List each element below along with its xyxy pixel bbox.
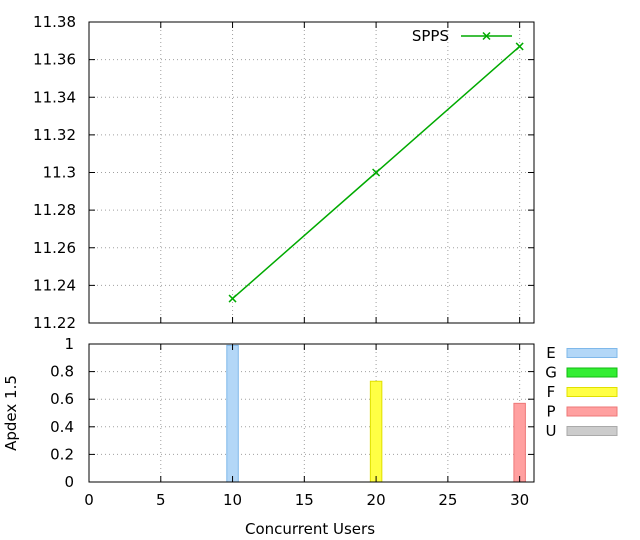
x-tick-label: 20 <box>367 491 386 509</box>
bottom-panel-bars <box>226 344 526 483</box>
legend-marker-spps <box>482 31 491 41</box>
apdex-bar-f <box>369 380 383 483</box>
top-panel-series <box>228 42 524 303</box>
top-y-tick-label: 11.26 <box>33 239 76 257</box>
apdex-bar-e <box>226 344 239 483</box>
bottom-panel-frame <box>88 343 535 483</box>
bottom-y-tick-label: 0.2 <box>50 445 74 463</box>
bottom-panel-x-ticks: 0 5 10 15 20 25 30 <box>84 344 529 509</box>
bottom-y-tick-label: 0.8 <box>50 363 74 381</box>
x-tick-label: 15 <box>295 491 314 509</box>
legend-swatch-f <box>566 387 618 397</box>
legend-label-spps: SPPS <box>412 27 449 45</box>
data-point-spps <box>372 168 381 177</box>
top-y-tick-label: 11.34 <box>33 88 76 106</box>
x-tick-label: 10 <box>223 491 242 509</box>
bottom-y-tick-label: 0 <box>64 473 74 491</box>
legend-label-e: E <box>546 344 555 362</box>
data-point-spps <box>515 42 524 51</box>
top-panel-grid <box>88 22 534 323</box>
legend-swatch-e <box>566 348 618 358</box>
bottom-panel-grid <box>89 344 534 482</box>
bottom-panel-y-ticks: 0 0.2 0.4 0.6 0.8 1 <box>50 335 534 491</box>
x-axis-label: Concurrent Users <box>245 520 375 538</box>
top-y-tick-label: 11.38 <box>33 13 76 31</box>
bottom-y-tick-label: 0.4 <box>50 418 74 436</box>
bottom-y-tick-label: 1 <box>64 335 74 353</box>
top-panel-y-ticks: 11.22 11.24 11.26 11.28 11.3 11.32 11.34 11.36 1… <box>33 13 534 332</box>
top-y-tick-label: 11.3 <box>43 164 76 182</box>
legend-label-g: G <box>545 364 557 382</box>
top-y-tick-label: 11.32 <box>33 126 76 144</box>
top-y-tick-label: 11.24 <box>33 276 76 294</box>
y-axis-label: Apdex 1.5 <box>2 375 20 451</box>
legend-swatch-u <box>566 426 618 436</box>
top-panel-frame <box>88 21 535 324</box>
legend-label-f: F <box>547 383 556 401</box>
legend-label-p: P <box>546 403 555 421</box>
x-tick-label: 5 <box>156 491 166 509</box>
legend-swatch-g <box>566 367 618 378</box>
x-tick-label: 0 <box>84 491 94 509</box>
top-y-tick-label: 11.36 <box>33 51 76 69</box>
apdex-bar-p <box>513 402 526 483</box>
top-y-tick-label: 11.22 <box>33 314 76 332</box>
top-panel-legend: SPPS <box>412 27 512 45</box>
top-y-tick-label: 11.28 <box>33 201 76 219</box>
x-tick-label: 30 <box>510 491 529 509</box>
bottom-y-tick-label: 0.6 <box>50 390 74 408</box>
legend-label-u: U <box>546 422 557 440</box>
x-tick-label: 25 <box>438 491 457 509</box>
legend-swatch-p <box>566 406 618 417</box>
data-point-spps <box>228 294 237 303</box>
